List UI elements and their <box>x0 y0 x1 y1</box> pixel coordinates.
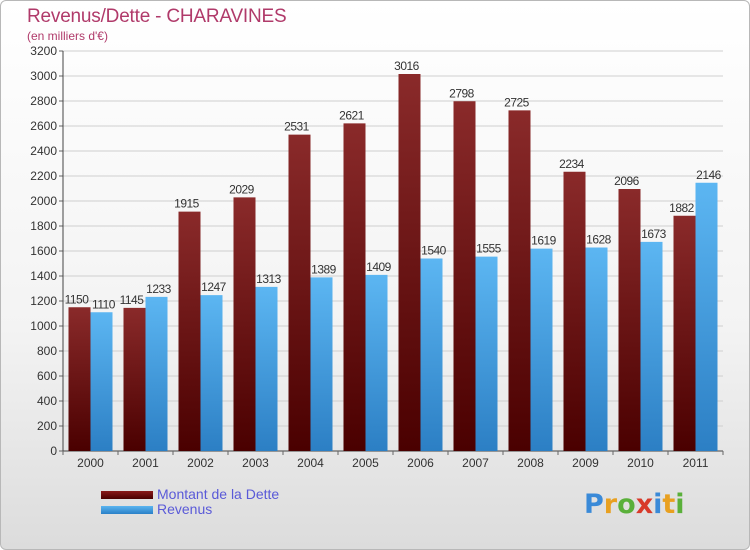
x-tick-label: 2011 <box>683 456 709 470</box>
x-tick-label: 2007 <box>462 456 489 470</box>
data-label-revenue: 1389 <box>311 262 337 276</box>
bar-revenue <box>640 241 663 451</box>
y-tick-label: 2800 <box>30 94 57 108</box>
data-label-debt: 2798 <box>449 86 475 100</box>
x-tick-label: 2009 <box>572 456 599 470</box>
y-tick-label: 1400 <box>30 269 57 283</box>
data-label-revenue: 1619 <box>531 234 557 248</box>
legend: Montant de la Dette Revenus <box>101 487 279 517</box>
logo-letter: o <box>617 489 636 520</box>
logo-letter: i <box>653 489 663 520</box>
bar-debt <box>398 74 421 451</box>
legend-item-debt: Montant de la Dette <box>101 487 279 502</box>
logo-letter: r <box>603 489 618 520</box>
bar-debt <box>618 189 641 451</box>
data-label-revenue: 2146 <box>696 168 722 182</box>
data-label-debt: 1882 <box>669 201 695 215</box>
bar-revenue <box>310 277 333 451</box>
y-tick-label: 1200 <box>30 294 57 308</box>
y-tick-label: 400 <box>37 394 57 408</box>
y-tick-label: 3000 <box>30 69 57 83</box>
logo-letter: t <box>662 489 676 520</box>
data-label-debt: 2531 <box>284 120 310 134</box>
logo-letter: i <box>675 489 685 520</box>
data-label-revenue: 1247 <box>201 280 227 294</box>
proxiti-logo: Proxiti <box>584 489 685 520</box>
x-tick-label: 2001 <box>132 456 159 470</box>
data-label-revenue: 1110 <box>92 297 116 311</box>
x-tick-label: 2005 <box>352 456 379 470</box>
x-tick-label: 2008 <box>517 456 544 470</box>
legend-swatch-revenue <box>101 505 153 514</box>
y-tick-label: 800 <box>37 344 57 358</box>
bar-revenue <box>200 295 223 451</box>
x-tick-label: 2000 <box>77 456 104 470</box>
bar-revenue <box>420 258 443 451</box>
data-label-revenue: 1313 <box>256 272 282 286</box>
bar-revenue <box>475 256 498 451</box>
data-label-revenue: 1555 <box>476 242 502 256</box>
y-tick-label: 600 <box>37 369 57 383</box>
bar-revenue <box>255 286 278 451</box>
x-tick-label: 2002 <box>187 456 214 470</box>
bar-debt <box>673 215 696 451</box>
data-label-debt: 1150 <box>65 292 90 306</box>
y-tick-label: 1800 <box>30 219 57 233</box>
data-label-revenue: 1540 <box>421 244 447 258</box>
legend-label-revenue: Revenus <box>157 501 213 517</box>
bar-revenue <box>695 182 718 451</box>
x-tick-label: 2010 <box>627 456 654 470</box>
y-tick-label: 2000 <box>30 194 57 208</box>
bar-revenue <box>530 248 553 451</box>
y-tick-label: 1600 <box>30 244 57 258</box>
chart-title: Revenus/Dette - CHARAVINES <box>27 6 287 27</box>
data-label-debt: 2096 <box>614 174 640 188</box>
data-label-debt: 3016 <box>394 59 420 73</box>
data-label-debt: 2234 <box>559 157 585 171</box>
bar-debt <box>68 307 91 451</box>
y-tick-label: 2600 <box>30 119 57 133</box>
bar-debt <box>123 307 146 451</box>
data-label-debt: 1145 <box>120 293 145 307</box>
data-label-debt: 2621 <box>339 108 365 122</box>
bar-revenue <box>145 296 168 451</box>
data-label-debt: 2029 <box>229 182 255 196</box>
data-label-revenue: 1628 <box>586 233 612 247</box>
x-tick-label: 2003 <box>242 456 269 470</box>
bar-debt <box>563 171 586 451</box>
y-tick-label: 2400 <box>30 144 57 158</box>
y-tick-label: 200 <box>37 419 57 433</box>
y-tick-label: 0 <box>50 444 57 458</box>
y-tick-label: 2200 <box>30 169 57 183</box>
bar-debt <box>233 197 256 451</box>
y-tick-label: 3200 <box>30 44 57 58</box>
data-label-debt: 2725 <box>504 95 530 109</box>
bar-debt <box>343 123 366 451</box>
chart-subtitle: (en milliers d'€) <box>27 29 108 43</box>
bar-revenue <box>90 312 113 451</box>
legend-swatch-debt <box>101 490 153 499</box>
x-tick-label: 2006 <box>407 456 434 470</box>
data-label-revenue: 1673 <box>641 227 667 241</box>
bar-debt <box>508 110 531 451</box>
data-label-debt: 1915 <box>174 197 200 211</box>
bar-debt <box>288 134 311 451</box>
bar-debt <box>453 101 476 451</box>
bar-revenue <box>585 247 608 451</box>
bar-debt <box>178 211 201 451</box>
data-label-revenue: 1233 <box>146 282 172 296</box>
logo-letter: P <box>584 489 604 520</box>
legend-label-debt: Montant de la Dette <box>157 486 280 502</box>
y-tick-label: 1000 <box>30 319 57 333</box>
x-tick-label: 2004 <box>297 456 324 470</box>
data-label-revenue: 1409 <box>366 260 392 274</box>
logo-letter: x <box>635 489 654 520</box>
legend-item-revenue: Revenus <box>101 502 279 517</box>
bar-revenue <box>365 274 388 451</box>
